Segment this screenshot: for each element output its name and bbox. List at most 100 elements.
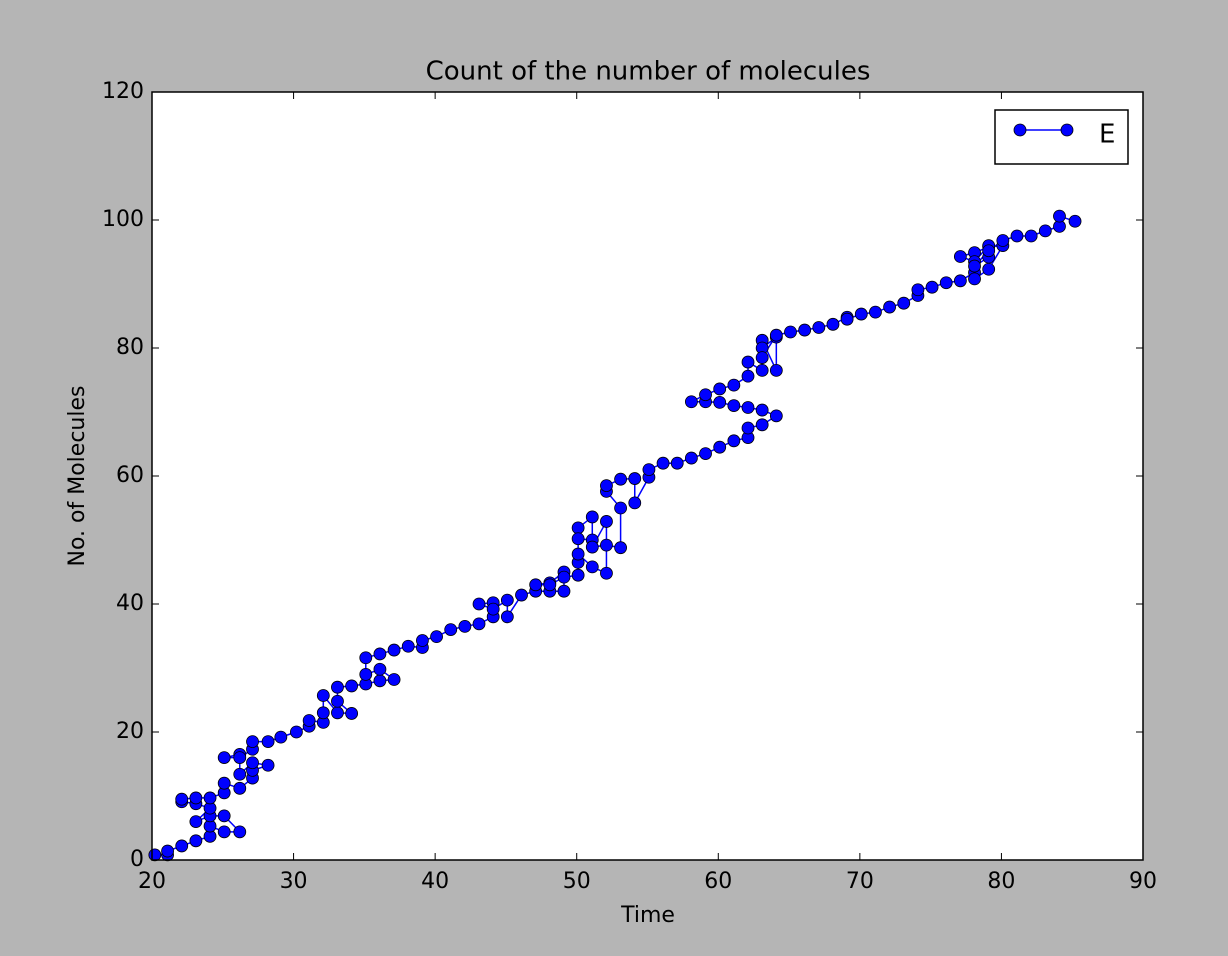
point (869, 305, 882, 319)
x-tick-label: 80 (987, 869, 1015, 894)
point (854, 307, 868, 321)
point (755, 403, 769, 417)
x-tick-label: 60 (704, 869, 732, 894)
point (175, 839, 189, 853)
x-tick-label: 70 (846, 869, 874, 894)
point (401, 639, 415, 653)
y-tick-label: 100 (102, 207, 144, 232)
point (1038, 224, 1052, 238)
plot-frame (151, 91, 1144, 861)
point (571, 547, 585, 561)
point (614, 501, 628, 515)
point (472, 617, 486, 631)
point (246, 735, 259, 748)
point (373, 647, 387, 661)
point (982, 262, 996, 276)
point (741, 355, 755, 369)
point (359, 668, 373, 681)
point (217, 751, 231, 764)
point (982, 244, 996, 258)
x-tick-label: 30 (280, 869, 308, 894)
x-axis-label: Time (620, 903, 675, 928)
point (713, 395, 727, 409)
point (261, 735, 275, 748)
point (233, 751, 247, 764)
point (826, 317, 840, 331)
point (543, 578, 557, 592)
point (316, 706, 330, 720)
point (1010, 229, 1024, 243)
point (684, 451, 698, 465)
point (968, 259, 981, 273)
x-tick-label: 40 (421, 869, 449, 894)
point (642, 463, 656, 477)
point (953, 250, 967, 263)
point (713, 382, 727, 396)
x-tick-label: 50 (563, 869, 591, 894)
point (387, 673, 401, 686)
point (585, 540, 599, 554)
point (670, 456, 684, 470)
point (557, 584, 571, 598)
point (217, 825, 231, 839)
point (189, 815, 203, 828)
point (585, 510, 599, 524)
point (925, 280, 939, 294)
point (345, 679, 359, 693)
point (373, 674, 387, 688)
point (515, 588, 528, 602)
point (500, 593, 514, 607)
point (911, 283, 925, 297)
point (628, 472, 642, 485)
point (812, 321, 826, 334)
point (727, 378, 741, 392)
point (430, 630, 443, 644)
point (486, 602, 500, 616)
point (713, 440, 727, 454)
y-tick-label: 80 (116, 335, 144, 360)
point (302, 714, 316, 727)
point (897, 296, 911, 310)
point (290, 725, 303, 739)
point (741, 369, 755, 383)
point (233, 825, 247, 839)
point (373, 662, 387, 676)
y-tick-label: 60 (116, 463, 144, 488)
legend-label: E (1099, 120, 1115, 150)
point (233, 767, 247, 781)
point (656, 456, 670, 470)
point (331, 694, 344, 708)
point (769, 409, 783, 423)
point (189, 791, 203, 805)
point (699, 388, 712, 402)
point (883, 300, 896, 314)
point (699, 447, 712, 461)
point (798, 323, 812, 337)
x-tick-label: 90 (1129, 869, 1157, 894)
point (769, 328, 783, 342)
point (600, 566, 613, 580)
point (274, 730, 288, 744)
point (1053, 209, 1066, 223)
point (585, 560, 599, 574)
point (755, 418, 769, 432)
point (458, 620, 472, 633)
point (755, 351, 769, 365)
point (203, 791, 217, 805)
point (939, 276, 953, 290)
chart-title: Count of the number of molecules (426, 57, 871, 87)
point (261, 758, 275, 772)
point (600, 538, 613, 552)
point (953, 274, 967, 288)
point (472, 597, 486, 611)
point (1068, 214, 1082, 228)
point (500, 610, 514, 624)
y-tick-label: 120 (102, 79, 144, 104)
point (755, 363, 769, 377)
point (246, 756, 259, 770)
point (614, 541, 628, 555)
point (741, 421, 755, 435)
point (571, 521, 585, 535)
x-tick-label: 20 (138, 869, 166, 894)
point (996, 234, 1010, 247)
